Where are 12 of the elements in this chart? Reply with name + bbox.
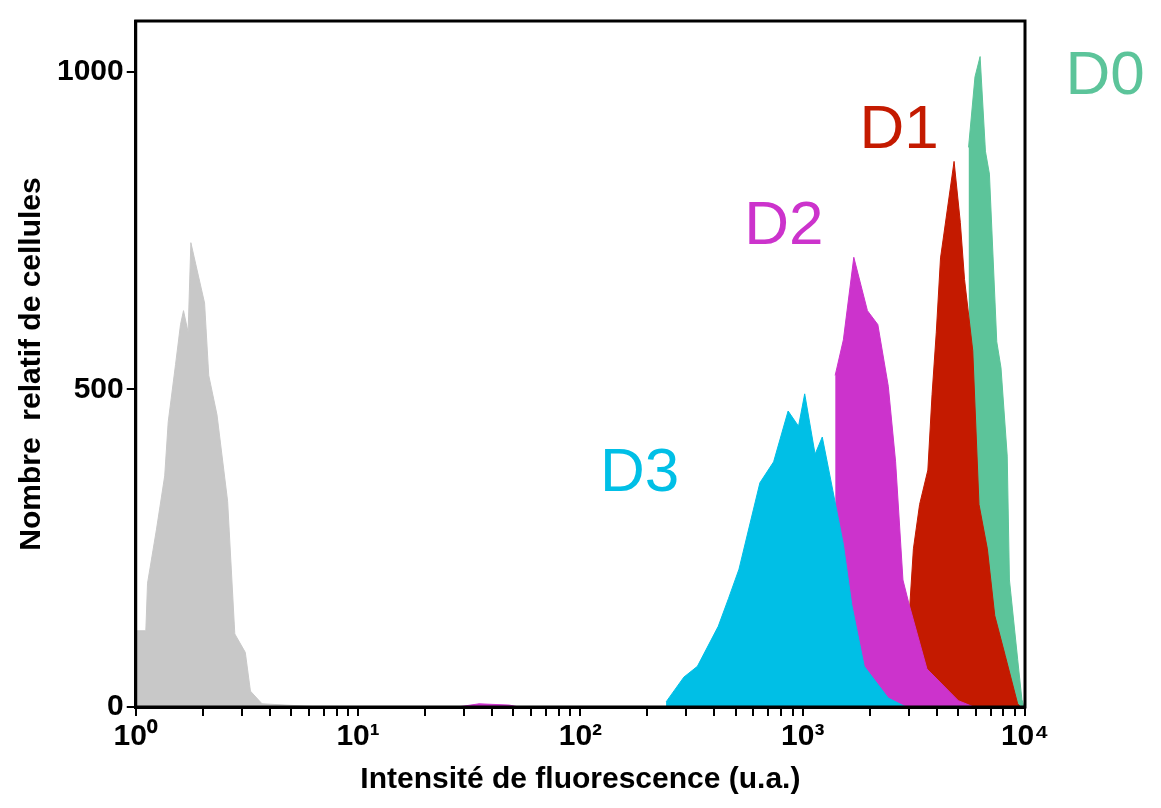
- x-tick-label: 10¹: [336, 718, 380, 752]
- x-tick-label: 10²: [558, 718, 603, 752]
- y-tick-label: 1000: [56, 53, 124, 87]
- series-label: D3: [600, 434, 680, 504]
- y-tick-label: 500: [73, 370, 124, 404]
- x-tick-label: 10³: [781, 718, 825, 752]
- series-label: D1: [859, 92, 939, 162]
- series-label: D2: [744, 188, 824, 258]
- y-axis-title: Nombre relatif de cellules: [13, 177, 47, 551]
- x-tick-label: 10⁴: [1000, 718, 1050, 752]
- x-axis-title: Intensité de fluorescence (u.a.): [360, 761, 801, 795]
- series-label: D0: [1065, 37, 1145, 107]
